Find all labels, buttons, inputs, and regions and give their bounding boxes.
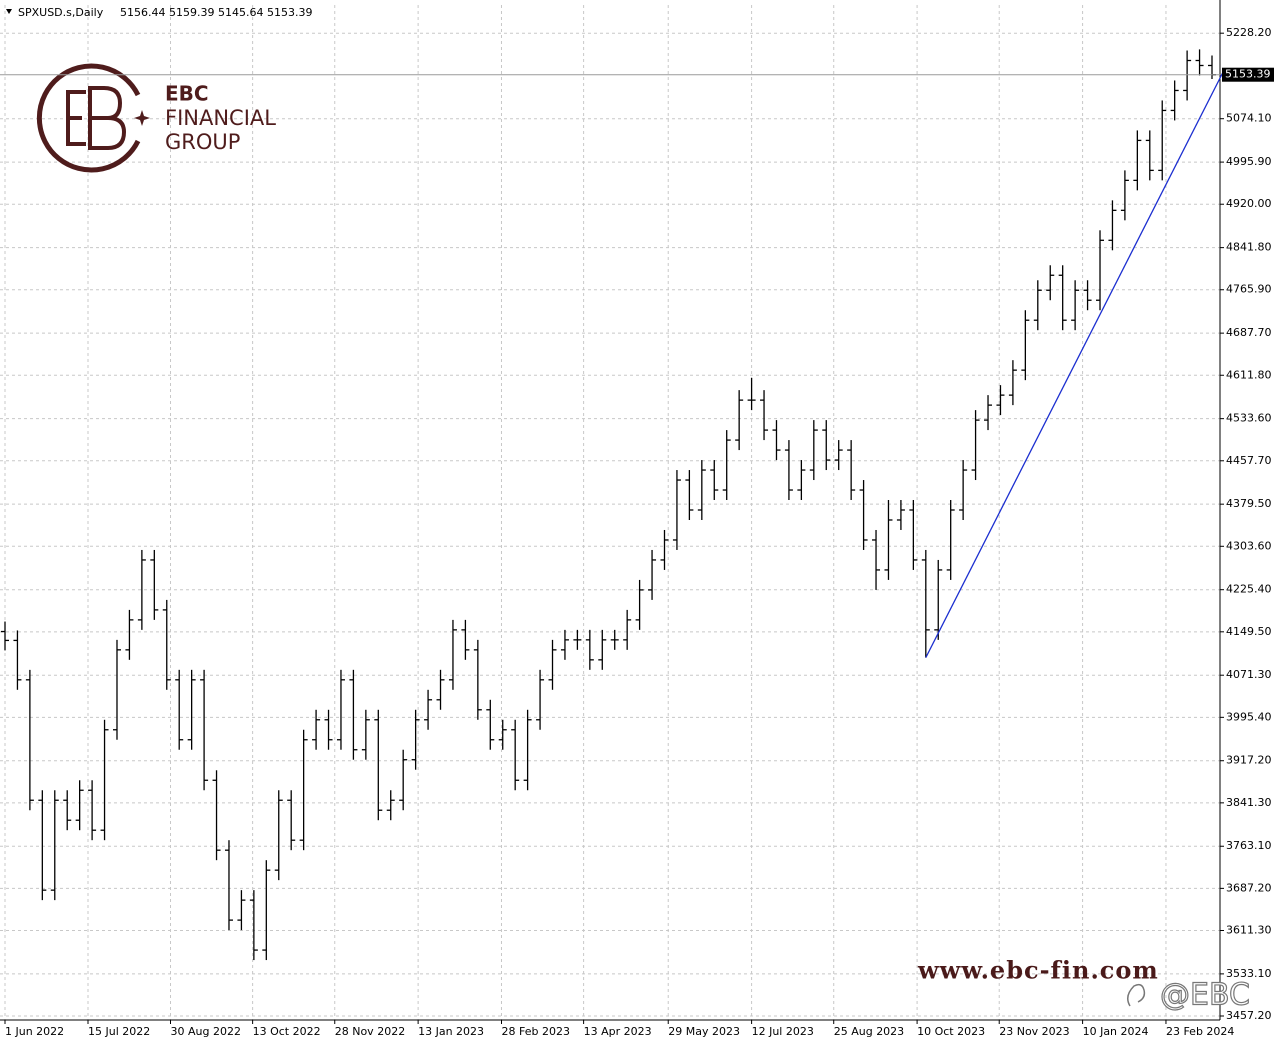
trend-line	[925, 69, 1226, 658]
y-tick-label: 5074.10	[1226, 112, 1272, 125]
y-tick-label: 4995.90	[1226, 155, 1272, 168]
y-tick-label: 4071.30	[1226, 668, 1272, 681]
x-tick-label: 13 Apr 2023	[584, 1025, 652, 1038]
y-tick-label: 3763.10	[1226, 839, 1272, 852]
logo-text: FINANCIAL	[165, 106, 276, 130]
y-tick-label: 4765.90	[1226, 283, 1272, 296]
x-tick-label: 12 Jul 2023	[752, 1025, 814, 1038]
y-tick-label: 4841.80	[1226, 241, 1272, 254]
y-tick-label: 4533.60	[1226, 412, 1272, 425]
y-tick-label: 4379.50	[1226, 497, 1272, 510]
y-tick-label: 3687.20	[1226, 881, 1272, 894]
x-tick-label: 15 Jul 2022	[88, 1025, 150, 1038]
x-tick-label: 23 Feb 2024	[1166, 1025, 1234, 1038]
x-tick-label: 29 May 2023	[668, 1025, 740, 1038]
last-price-box	[1222, 67, 1274, 82]
y-tick-label: 3917.20	[1226, 754, 1272, 767]
header-arrow	[6, 9, 12, 14]
y-tick-label: 3841.30	[1226, 796, 1272, 809]
bars	[1, 49, 1216, 961]
chart-title: SPXUSD.s,Daily	[18, 6, 104, 19]
x-tick-label: 13 Jan 2023	[418, 1025, 484, 1038]
logo-e	[66, 90, 86, 146]
x-tick-label: 23 Nov 2023	[999, 1025, 1069, 1038]
logo-b	[88, 86, 127, 150]
logo-text: GROUP	[165, 130, 240, 154]
logo: EBC FINANCIAL GROUP	[36, 63, 276, 173]
y-tick-label: 4149.50	[1226, 625, 1272, 638]
y-tick-label: 4687.70	[1226, 326, 1272, 339]
y-tick-label: 4303.60	[1226, 539, 1272, 552]
x-tick-label: 10 Oct 2023	[917, 1025, 985, 1038]
y-tick-label: 3457.20	[1226, 1009, 1272, 1022]
ohlc-header: 5156.44 5159.39 5145.64 5153.39	[120, 6, 312, 19]
grid	[0, 5, 1220, 1020]
x-tick-label: 28 Feb 2023	[501, 1025, 569, 1038]
x-tick-label: 28 Nov 2022	[335, 1025, 405, 1038]
x-tick-label: 10 Jan 2024	[1083, 1025, 1149, 1038]
y-tick-label: 5228.20	[1226, 26, 1272, 39]
social-icon	[1127, 983, 1146, 1007]
logo-star	[134, 110, 150, 126]
last-price-label: 5153.39	[1225, 68, 1271, 81]
x-tick-label: 30 Aug 2022	[170, 1025, 240, 1038]
logo-ring	[36, 63, 141, 173]
y-tick-label: 4611.80	[1226, 368, 1272, 381]
y-tick-label: 4920.00	[1226, 197, 1272, 210]
x-tick-label: 13 Oct 2022	[253, 1025, 321, 1038]
y-tick-label: 4225.40	[1226, 583, 1272, 596]
social-handle: @EBC	[1160, 978, 1250, 1013]
x-tick-label: 1 Jun 2022	[5, 1025, 64, 1038]
y-tick-label: 3995.40	[1226, 710, 1272, 723]
logo-text: EBC	[165, 82, 209, 106]
x-tick-label: 25 Aug 2023	[834, 1025, 904, 1038]
watermark: www.ebc-fin.com	[917, 956, 1159, 985]
y-tick-label: 4457.70	[1226, 454, 1272, 467]
y-tick-label: 3611.30	[1226, 923, 1272, 936]
y-tick-label: 3533.10	[1226, 967, 1272, 980]
